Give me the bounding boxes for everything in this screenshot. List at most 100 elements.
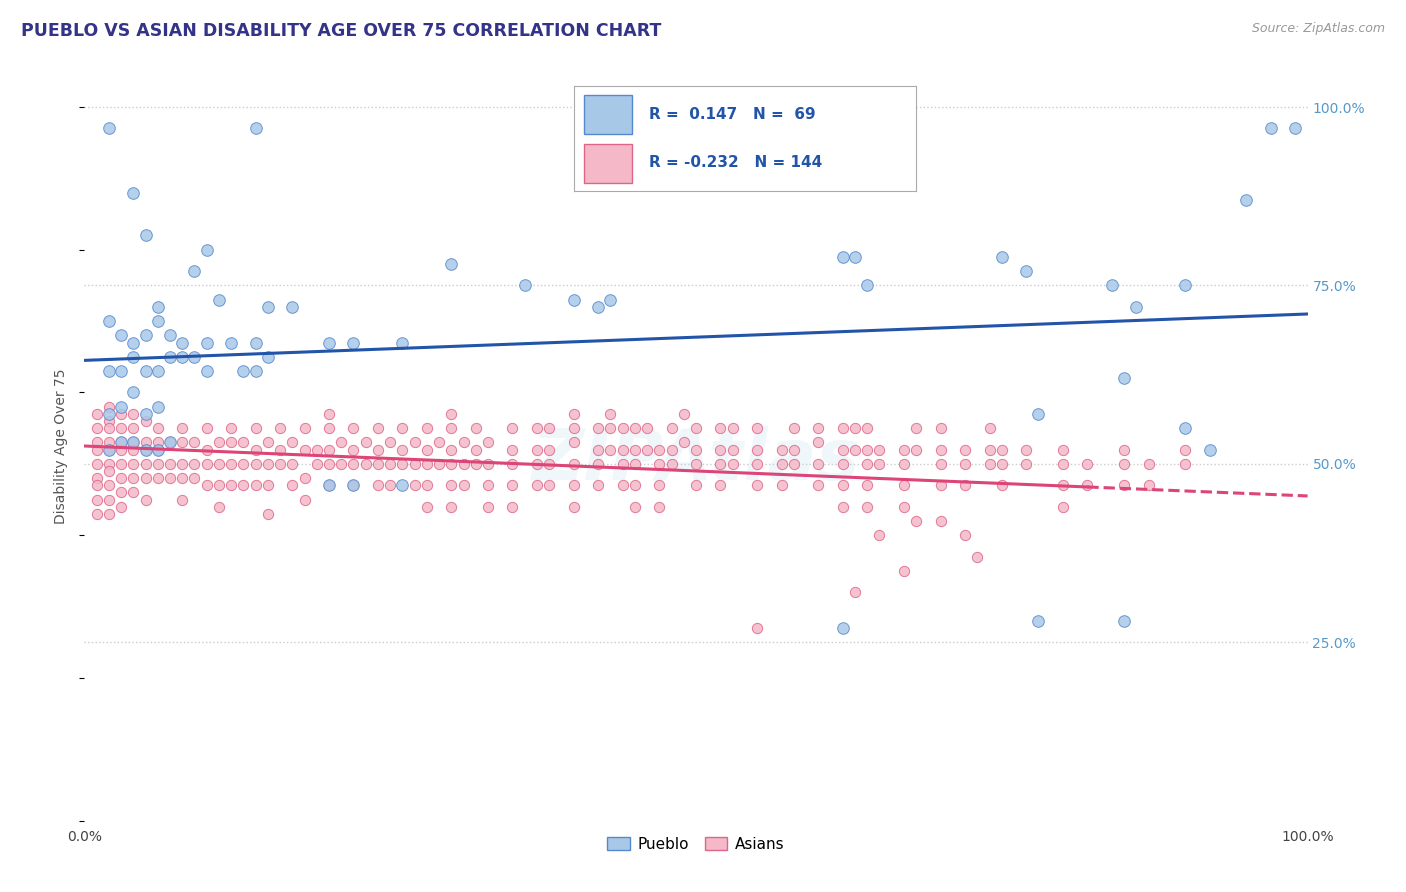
Point	[342, 335, 364, 350]
Point	[110, 400, 132, 414]
Point	[1174, 457, 1197, 471]
Point	[502, 457, 524, 471]
Point	[110, 421, 132, 435]
Point	[953, 442, 976, 457]
Point	[245, 121, 267, 136]
Point	[562, 435, 585, 450]
Point	[427, 457, 450, 471]
Point	[391, 421, 413, 435]
Point	[354, 457, 377, 471]
Point	[416, 500, 439, 514]
Point	[159, 435, 181, 450]
Point	[1174, 278, 1197, 293]
Point	[97, 442, 120, 457]
Point	[1114, 442, 1136, 457]
Point	[97, 400, 120, 414]
Point	[709, 421, 731, 435]
Point	[245, 442, 267, 457]
Point	[636, 442, 658, 457]
Point	[929, 442, 952, 457]
Point	[367, 457, 389, 471]
Point	[440, 500, 463, 514]
Point	[122, 457, 145, 471]
Point	[721, 421, 744, 435]
Point	[110, 364, 132, 378]
Point	[318, 478, 340, 492]
Point	[648, 500, 671, 514]
Point	[380, 435, 402, 450]
Point	[477, 435, 499, 450]
Point	[269, 457, 291, 471]
Point	[624, 421, 647, 435]
Point	[318, 478, 340, 492]
Point	[391, 442, 413, 457]
Point	[281, 457, 304, 471]
Point	[905, 514, 928, 528]
Point	[110, 442, 132, 457]
Point	[953, 457, 976, 471]
Point	[929, 478, 952, 492]
Point	[807, 478, 830, 492]
Point	[991, 478, 1014, 492]
Point	[281, 478, 304, 492]
Point	[86, 407, 108, 421]
Point	[648, 478, 671, 492]
Point	[232, 364, 254, 378]
Point	[281, 300, 304, 314]
Point	[86, 421, 108, 435]
Point	[1114, 614, 1136, 628]
Point	[648, 442, 671, 457]
Legend: Pueblo, Asians: Pueblo, Asians	[602, 830, 790, 858]
Point	[219, 457, 242, 471]
Point	[86, 471, 108, 485]
Point	[97, 435, 120, 450]
Point	[893, 564, 915, 578]
Point	[232, 435, 254, 450]
Point	[195, 478, 218, 492]
Point	[661, 442, 683, 457]
Point	[562, 421, 585, 435]
Point	[440, 257, 463, 271]
Point	[97, 492, 120, 507]
Point	[208, 478, 231, 492]
Point	[416, 478, 439, 492]
Point	[257, 507, 280, 521]
Point	[747, 421, 769, 435]
Point	[953, 528, 976, 542]
Point	[1114, 457, 1136, 471]
Point	[1015, 457, 1038, 471]
Point	[294, 442, 316, 457]
Point	[562, 478, 585, 492]
Point	[342, 478, 364, 492]
Point	[172, 457, 194, 471]
Point	[844, 250, 866, 264]
Point	[905, 442, 928, 457]
Point	[135, 457, 157, 471]
Point	[342, 457, 364, 471]
Point	[208, 293, 231, 307]
Point	[404, 457, 426, 471]
Point	[110, 407, 132, 421]
Point	[538, 421, 561, 435]
Point	[709, 442, 731, 457]
Point	[612, 457, 634, 471]
Point	[135, 228, 157, 243]
Point	[1052, 457, 1074, 471]
Point	[1101, 278, 1123, 293]
Point	[440, 442, 463, 457]
Point	[477, 457, 499, 471]
Point	[1015, 264, 1038, 278]
Point	[110, 435, 132, 450]
Point	[1052, 442, 1074, 457]
Point	[831, 478, 853, 492]
Point	[526, 421, 548, 435]
Point	[122, 186, 145, 200]
Point	[404, 435, 426, 450]
Point	[807, 457, 830, 471]
Point	[146, 471, 169, 485]
Point	[502, 500, 524, 514]
Point	[97, 421, 120, 435]
Point	[146, 400, 169, 414]
Point	[1260, 121, 1282, 136]
Point	[122, 435, 145, 450]
